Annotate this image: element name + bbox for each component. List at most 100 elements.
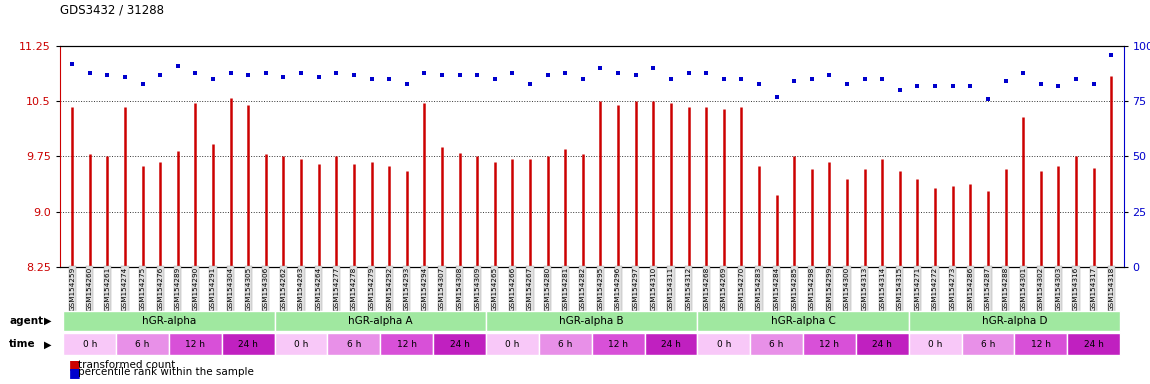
Point bbox=[63, 61, 82, 67]
Point bbox=[803, 76, 821, 82]
Text: 24 h: 24 h bbox=[450, 340, 469, 349]
Point bbox=[1049, 83, 1067, 89]
Text: time: time bbox=[9, 339, 36, 349]
Text: 12 h: 12 h bbox=[397, 340, 416, 349]
Text: GSM154288: GSM154288 bbox=[1003, 267, 1009, 311]
Text: ▶: ▶ bbox=[44, 339, 52, 349]
Text: GSM154312: GSM154312 bbox=[685, 267, 691, 311]
Text: hGR-alpha: hGR-alpha bbox=[141, 316, 197, 326]
Point bbox=[1102, 52, 1120, 58]
Text: GSM154263: GSM154263 bbox=[298, 267, 304, 311]
Text: 0 h: 0 h bbox=[83, 340, 97, 349]
Point bbox=[309, 74, 328, 80]
FancyBboxPatch shape bbox=[169, 333, 222, 356]
FancyBboxPatch shape bbox=[434, 333, 486, 356]
Text: GSM154298: GSM154298 bbox=[808, 267, 815, 311]
Text: GSM154269: GSM154269 bbox=[721, 267, 727, 311]
Text: 12 h: 12 h bbox=[1030, 340, 1051, 349]
Text: GSM154285: GSM154285 bbox=[791, 267, 797, 311]
Point bbox=[451, 72, 469, 78]
Point bbox=[398, 81, 416, 87]
Point bbox=[926, 83, 944, 89]
Point bbox=[256, 70, 275, 76]
Text: percentile rank within the sample: percentile rank within the sample bbox=[78, 367, 254, 377]
Text: 6 h: 6 h bbox=[347, 340, 361, 349]
Text: 24 h: 24 h bbox=[1083, 340, 1104, 349]
Text: 6 h: 6 h bbox=[981, 340, 995, 349]
Point bbox=[979, 96, 997, 102]
Point bbox=[186, 70, 205, 76]
FancyBboxPatch shape bbox=[486, 333, 539, 356]
Point bbox=[222, 70, 240, 76]
Point bbox=[785, 78, 804, 84]
Point bbox=[116, 74, 135, 80]
Text: GSM154287: GSM154287 bbox=[984, 267, 991, 311]
Text: GDS3432 / 31288: GDS3432 / 31288 bbox=[60, 4, 163, 17]
Point bbox=[908, 83, 927, 89]
Point bbox=[380, 76, 398, 82]
FancyBboxPatch shape bbox=[1014, 333, 1067, 356]
Point bbox=[714, 76, 733, 82]
FancyBboxPatch shape bbox=[381, 333, 434, 356]
Text: GSM154307: GSM154307 bbox=[439, 267, 445, 311]
Point bbox=[891, 87, 910, 93]
Point bbox=[838, 81, 857, 87]
Text: GSM154270: GSM154270 bbox=[738, 267, 744, 311]
Text: 12 h: 12 h bbox=[185, 340, 206, 349]
Text: GSM154297: GSM154297 bbox=[632, 267, 638, 311]
Point bbox=[169, 63, 187, 69]
Text: 0 h: 0 h bbox=[505, 340, 520, 349]
Point bbox=[591, 65, 610, 71]
Point bbox=[468, 72, 486, 78]
FancyBboxPatch shape bbox=[908, 333, 961, 356]
Text: transformed count: transformed count bbox=[78, 360, 176, 370]
Text: 6 h: 6 h bbox=[136, 340, 150, 349]
FancyBboxPatch shape bbox=[275, 333, 328, 356]
Text: 12 h: 12 h bbox=[820, 340, 840, 349]
FancyBboxPatch shape bbox=[697, 311, 908, 331]
Point bbox=[608, 70, 627, 76]
Text: agent: agent bbox=[9, 316, 44, 326]
Text: 0 h: 0 h bbox=[928, 340, 942, 349]
Text: GSM154296: GSM154296 bbox=[615, 267, 621, 311]
Text: GSM154283: GSM154283 bbox=[756, 267, 762, 311]
Point bbox=[856, 76, 874, 82]
Text: GSM154313: GSM154313 bbox=[861, 267, 867, 311]
Text: GSM154290: GSM154290 bbox=[192, 267, 199, 311]
Point bbox=[661, 76, 680, 82]
Point bbox=[574, 76, 592, 82]
Point bbox=[1032, 81, 1050, 87]
Text: GSM154310: GSM154310 bbox=[650, 267, 657, 311]
Text: GSM154266: GSM154266 bbox=[509, 267, 515, 311]
Text: GSM154294: GSM154294 bbox=[421, 267, 428, 311]
Point bbox=[292, 70, 311, 76]
Text: GSM154316: GSM154316 bbox=[1073, 267, 1079, 311]
Text: GSM154314: GSM154314 bbox=[880, 267, 886, 311]
Point bbox=[327, 70, 345, 76]
Text: GSM154267: GSM154267 bbox=[527, 267, 534, 311]
FancyBboxPatch shape bbox=[750, 333, 803, 356]
Text: GSM154276: GSM154276 bbox=[158, 267, 163, 311]
Point bbox=[1084, 81, 1103, 87]
Point bbox=[415, 70, 434, 76]
Text: GSM154262: GSM154262 bbox=[281, 267, 286, 311]
Text: GSM154302: GSM154302 bbox=[1037, 267, 1044, 311]
Text: GSM154280: GSM154280 bbox=[545, 267, 551, 311]
Text: ■: ■ bbox=[69, 366, 81, 379]
Point bbox=[1067, 76, 1086, 82]
Point bbox=[767, 94, 785, 100]
Text: hGR-alpha A: hGR-alpha A bbox=[348, 316, 413, 326]
Text: GSM154317: GSM154317 bbox=[1090, 267, 1097, 311]
Text: GSM154295: GSM154295 bbox=[598, 267, 604, 311]
Point bbox=[627, 72, 645, 78]
Text: 0 h: 0 h bbox=[294, 340, 308, 349]
FancyBboxPatch shape bbox=[222, 333, 275, 356]
Point bbox=[697, 70, 715, 76]
Text: GSM154279: GSM154279 bbox=[368, 267, 375, 311]
Point bbox=[943, 83, 961, 89]
FancyBboxPatch shape bbox=[803, 333, 856, 356]
Text: GSM154281: GSM154281 bbox=[562, 267, 568, 311]
Text: hGR-alpha D: hGR-alpha D bbox=[982, 316, 1048, 326]
FancyBboxPatch shape bbox=[856, 333, 909, 356]
Text: 6 h: 6 h bbox=[769, 340, 784, 349]
